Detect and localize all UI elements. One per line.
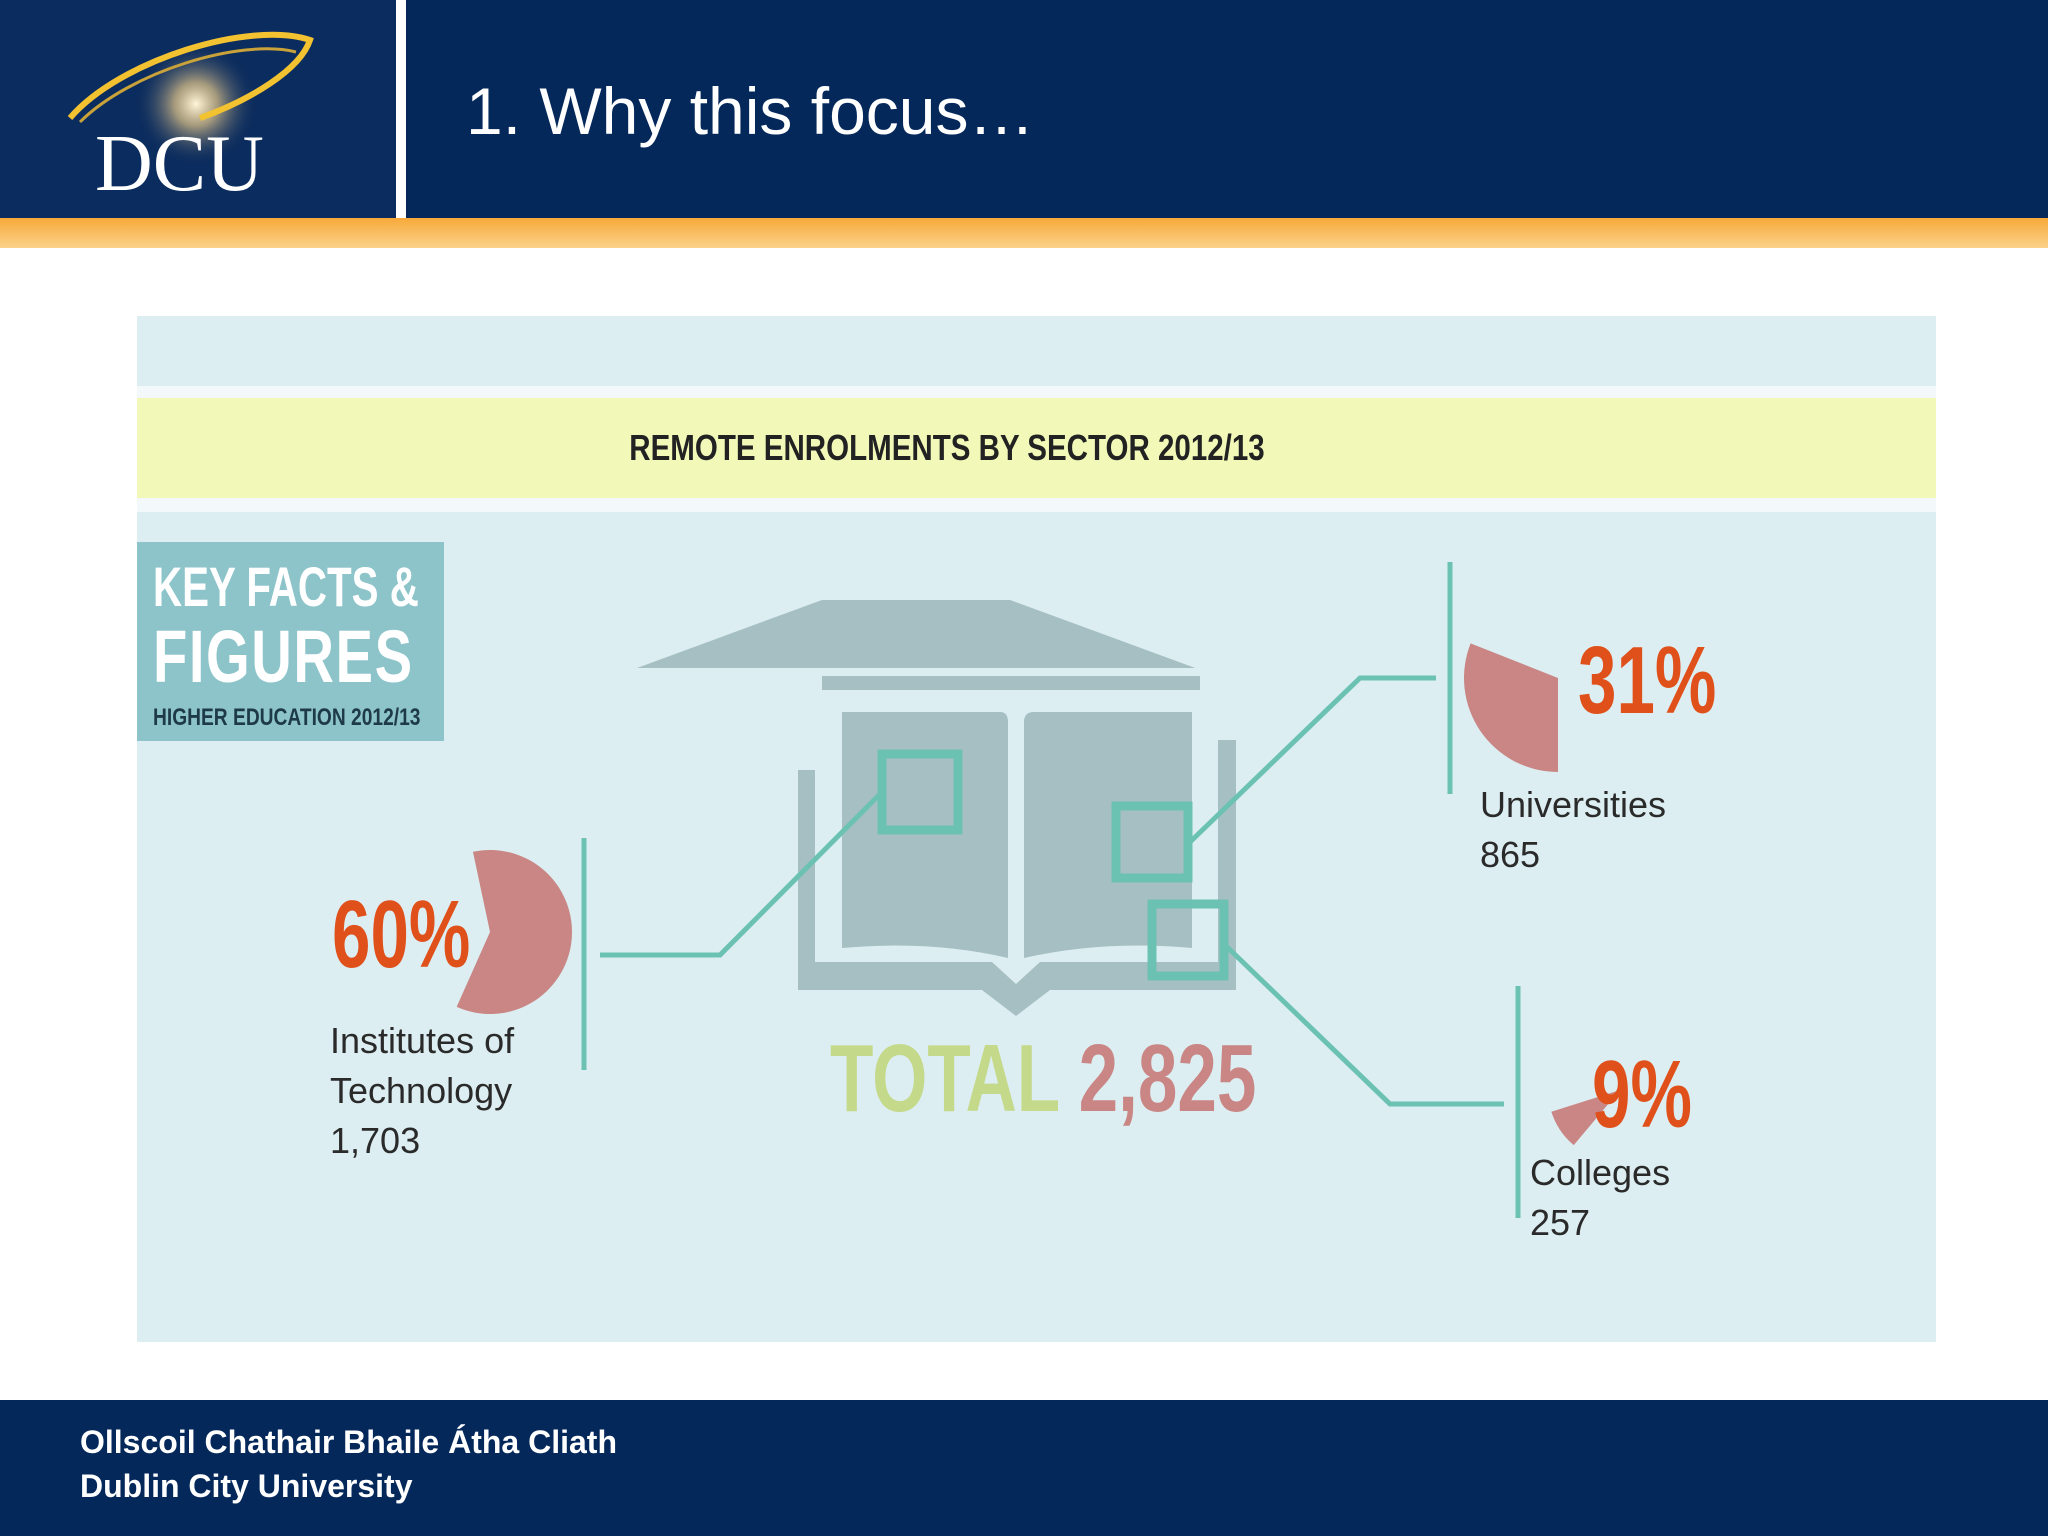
key-facts-line2: FIGURES [153,615,414,698]
logo-glow [134,42,258,166]
label-institutes-line2: Technology [330,1070,513,1111]
logo-swoosh-inner [78,47,297,124]
label-universities: Universities [1480,784,1667,825]
connector-square-2 [1111,801,1193,883]
percent-universities: 31% [1578,627,1717,734]
connector-line-universities [1188,675,1436,844]
header-divider [396,0,406,218]
logo-swoosh-outer [67,31,314,121]
footer-english-name: Dublin City University [80,1468,413,1504]
logo-text: DCU [95,120,264,208]
count-institutes: 1,703 [330,1120,421,1161]
total-value: 2,825 [1078,1025,1257,1132]
book-right-page [1024,712,1192,958]
header-accent-stripe [0,218,2048,248]
percent-colleges: 9% [1592,1041,1692,1148]
slide-footer: Ollscoil Chathair Bhaile Átha Cliath Dub… [0,1400,2048,1536]
label-colleges: Colleges [1530,1152,1671,1193]
connector-square-3 [1147,899,1229,981]
footer-irish-name: Ollscoil Chathair Bhaile Átha Cliath [80,1424,617,1460]
pie-universities [1464,643,1558,772]
connector-line-colleges [1222,942,1504,1107]
key-facts-line3: HIGHER EDUCATION 2012/13 [153,704,421,731]
label-institutes-line1: Institutes of [330,1020,515,1061]
banner-divider [137,498,1936,512]
infographic-divider [137,386,1936,398]
count-colleges: 257 [1530,1202,1591,1243]
infographic-banner: REMOTE ENROLMENTS BY SECTOR 2012/13 [137,398,1936,498]
book-roof-beam [822,676,1200,690]
total-label: TOTAL [830,1025,1059,1132]
total-enrolments: TOTAL 2,825 [830,1024,1256,1134]
infographic-title: REMOTE ENROLMENTS BY SECTOR 2012/13 [629,427,1265,468]
slide-title: 1. Why this focus… [466,74,1035,148]
enrolment-diagram [456,562,1620,1218]
pie-wedges [456,643,1620,1146]
key-facts-line1: KEY FACTS & [153,555,419,618]
book-base [798,740,1236,1016]
pie-institutes [456,849,573,1014]
count-universities: 865 [1480,834,1541,875]
pie-colleges [1551,1090,1620,1146]
logo-panel: DCU [0,0,396,218]
connector-line-institutes [600,790,884,958]
dcu-logo: DCU [67,31,314,208]
key-facts-badge: KEY FACTS & FIGURES HIGHER EDUCATION 201… [137,542,444,741]
percent-institutes: 60% [332,881,471,988]
book-left-page [842,712,1008,958]
